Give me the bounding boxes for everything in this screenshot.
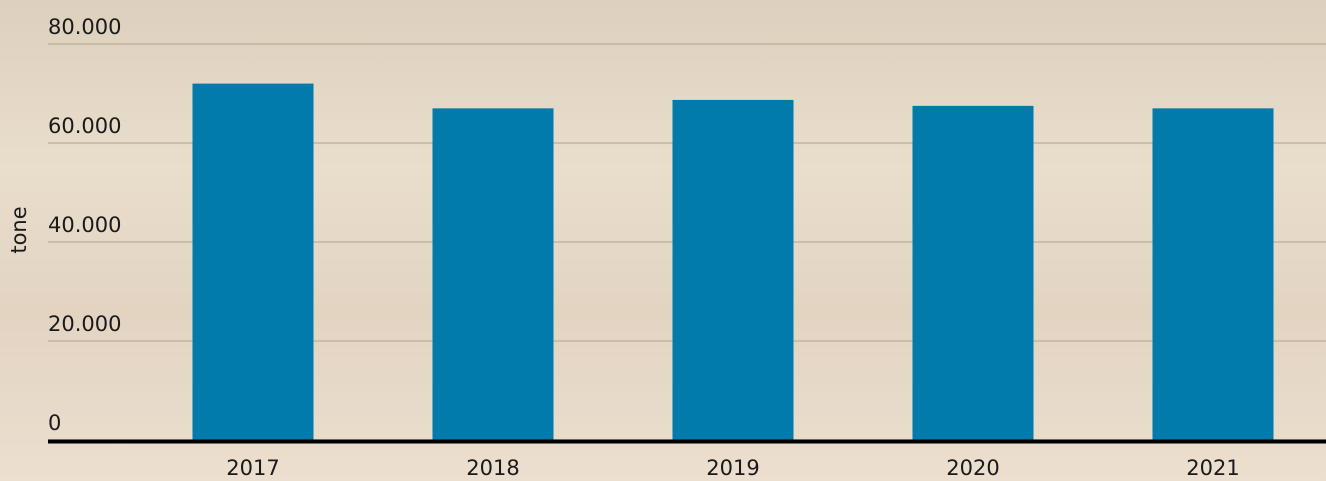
- y-tick-label: 0: [48, 411, 61, 435]
- page: {"chart_data": {"type": "bar", "y_label"…: [0, 0, 1326, 481]
- x-tick-label: 2021: [1186, 456, 1239, 480]
- bar: [1153, 108, 1274, 440]
- y-axis-label: tone: [7, 206, 31, 253]
- bar: [433, 108, 554, 440]
- x-tick-label: 2020: [946, 456, 999, 480]
- y-tick-label: 60.000: [48, 114, 121, 138]
- x-tick-label: 2017: [226, 456, 279, 480]
- x-tick-label: 2019: [706, 456, 759, 480]
- x-tick-label: 2018: [466, 456, 519, 480]
- y-tick-label: 40.000: [48, 213, 121, 237]
- chart: tone 0 20.000 40.000 60.000 80.000 2017 2018 20…: [0, 0, 1326, 481]
- bar: [913, 106, 1034, 440]
- bar: [193, 84, 314, 440]
- bar: [673, 100, 794, 440]
- y-tick-label: 20.000: [48, 312, 121, 336]
- y-tick-label: 80.000: [48, 15, 121, 39]
